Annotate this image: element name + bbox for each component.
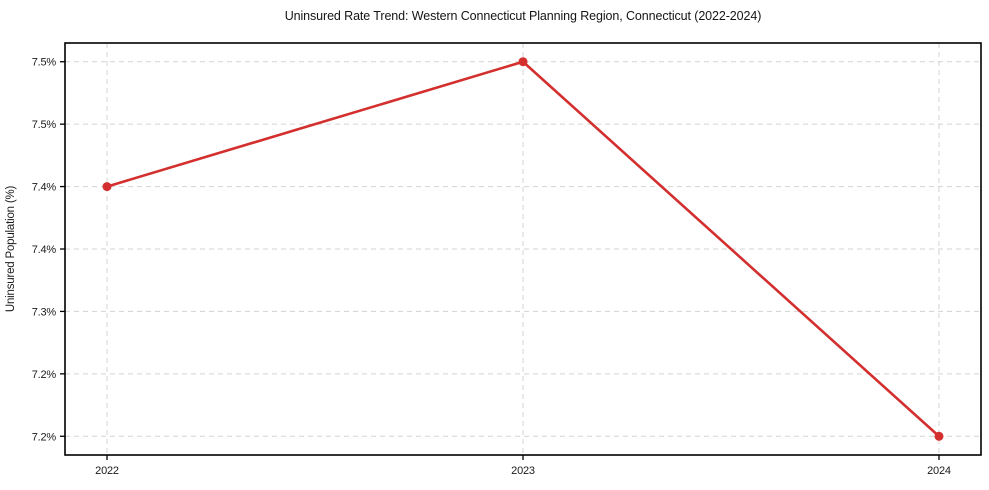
y-axis-label: Uninsured Population (%) — [5, 186, 17, 313]
y-tick-label: 7.5% — [32, 57, 57, 69]
x-tick-label: 2023 — [511, 465, 535, 477]
y-tick-label: 7.2% — [32, 431, 57, 443]
y-tick-label: 7.4% — [32, 182, 57, 194]
y-tick-label: 7.4% — [32, 244, 57, 256]
data-point-marker — [102, 182, 112, 192]
series-layer — [102, 57, 944, 441]
data-point-marker — [934, 431, 944, 441]
grid-layer — [65, 43, 981, 455]
y-tick-label: 7.3% — [32, 306, 57, 318]
y-tick-label: 7.5% — [32, 119, 57, 131]
axis-layer: 7.5% 7.5% 7.4% 7.4% 7.3% 7.2% 7.2% 2022 2023 2024 — [32, 42, 982, 477]
x-tick-label: 2022 — [95, 465, 119, 477]
y-tick-label: 7.2% — [32, 369, 57, 381]
chart-title: Uninsured Rate Trend: Western Connecticu… — [284, 9, 762, 23]
data-point-marker — [518, 57, 528, 67]
x-tick-label: 2024 — [927, 465, 951, 477]
